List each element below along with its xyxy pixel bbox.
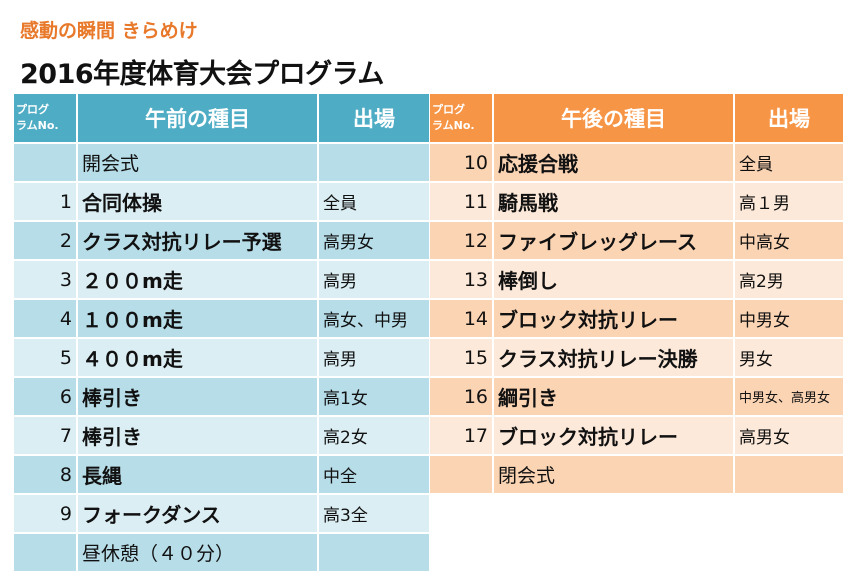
program-number: 9 (14, 495, 76, 532)
table-row: 昼休憩（４０分） (14, 534, 429, 571)
morning-events-header: 午前の種目 (78, 94, 317, 142)
participants: 男女 (735, 339, 843, 376)
event-name: ２００m走 (78, 261, 317, 298)
program-number: 16 (430, 378, 492, 415)
event-name: クラス対抗リレー決勝 (494, 339, 733, 376)
event-name: ブロック対抗リレー (494, 300, 733, 337)
program-number-header: プログ ラムNo. (14, 94, 76, 142)
table-row: 13 棒倒し 高2男 (430, 261, 843, 298)
event-name: 棒引き (78, 417, 317, 454)
program-number: 8 (14, 456, 76, 493)
program-number-header: プログ ラムNo. (430, 94, 492, 142)
participants: 高2男 (735, 261, 843, 298)
event-name: 応援合戦 (494, 144, 733, 181)
program-number: 10 (430, 144, 492, 181)
event-name: ファイブレッグレース (494, 222, 733, 259)
participants: 中全 (319, 456, 429, 493)
participants: 高女、中男 (319, 300, 429, 337)
participants-header: 出場 (319, 94, 429, 142)
participants (319, 144, 429, 181)
table-row: 10 応援合戦 全員 (430, 144, 843, 181)
program-number: 15 (430, 339, 492, 376)
table-row: 12 ファイブレッグレース 中高女 (430, 222, 843, 259)
event-name: 棒引き (78, 378, 317, 415)
participants: 全員 (319, 183, 429, 220)
program-number: 3 (14, 261, 76, 298)
program-number: 2 (14, 222, 76, 259)
participants: 高１男 (735, 183, 843, 220)
event-name: 棒倒し (494, 261, 733, 298)
participants: 高3全 (319, 495, 429, 532)
participants: 高男女 (735, 417, 843, 454)
program-number (14, 144, 76, 181)
table-row: 5 ４００m走 高男 (14, 339, 429, 376)
event-name: 開会式 (78, 144, 317, 181)
table-row: 1 合同体操 全員 (14, 183, 429, 220)
program-number: 12 (430, 222, 492, 259)
event-name: フォークダンス (78, 495, 317, 532)
program-number: 14 (430, 300, 492, 337)
event-name: ブロック対抗リレー (494, 417, 733, 454)
program-number: 17 (430, 417, 492, 454)
event-name: 長縄 (78, 456, 317, 493)
program-number: 7 (14, 417, 76, 454)
table-row: 3 ２００m走 高男 (14, 261, 429, 298)
event-name: 合同体操 (78, 183, 317, 220)
program-number: 5 (14, 339, 76, 376)
participants: 高男 (319, 261, 429, 298)
event-name: 綱引き (494, 378, 733, 415)
table-row: 15 クラス対抗リレー決勝 男女 (430, 339, 843, 376)
table-row: 11 騎馬戦 高１男 (430, 183, 843, 220)
participants (735, 456, 843, 493)
page-title: 2016年度体育大会プログラム (20, 59, 384, 90)
event-name: ４００m走 (78, 339, 317, 376)
table-row: 17 ブロック対抗リレー 高男女 (430, 417, 843, 454)
page-subtitle: 感動の瞬間 きらめけ (20, 20, 198, 42)
program-number: 1 (14, 183, 76, 220)
event-name: 閉会式 (494, 456, 733, 493)
event-name: １００m走 (78, 300, 317, 337)
table-row: 4 １００m走 高女、中男 (14, 300, 429, 337)
morning-program-table: プログ ラムNo. 午前の種目 出場 開会式 1 合同体操 全員 2 クラス対抗リレー予選高… (12, 92, 431, 573)
table-row: 6 棒引き 高1女 (14, 378, 429, 415)
afternoon-program-table: プログ ラムNo. 午後の種目 出場 10 応援合戦 全員 11 騎馬戦 高１男 12 ファイブ… (428, 92, 845, 495)
participants: 中高女 (735, 222, 843, 259)
table-row: 8 長縄 中全 (14, 456, 429, 493)
event-name: 昼休憩（４０分） (78, 534, 317, 571)
program-number: 11 (430, 183, 492, 220)
participants: 中男女 (735, 300, 843, 337)
participants: 中男女、高男女 (735, 378, 843, 415)
table-row: 9 フォークダンス 高3全 (14, 495, 429, 532)
program-number: 13 (430, 261, 492, 298)
participants: 高2女 (319, 417, 429, 454)
participants: 高男女 (319, 222, 429, 259)
participants: 高男 (319, 339, 429, 376)
program-number (430, 456, 492, 493)
participants: 高1女 (319, 378, 429, 415)
table-row: 閉会式 (430, 456, 843, 493)
participants-header: 出場 (735, 94, 843, 142)
table-row: 開会式 (14, 144, 429, 181)
participants (319, 534, 429, 571)
table-row: 14 ブロック対抗リレー 中男女 (430, 300, 843, 337)
morning-header-row: プログ ラムNo. 午前の種目 出場 (14, 94, 429, 142)
program-number (14, 534, 76, 571)
afternoon-header-row: プログ ラムNo. 午後の種目 出場 (430, 94, 843, 142)
program-number: 4 (14, 300, 76, 337)
participants: 全員 (735, 144, 843, 181)
program-number: 6 (14, 378, 76, 415)
event-name: 騎馬戦 (494, 183, 733, 220)
table-row: 2 クラス対抗リレー予選 高男女 (14, 222, 429, 259)
table-row: 16 綱引き 中男女、高男女 (430, 378, 843, 415)
event-name: クラス対抗リレー予選 (78, 222, 317, 259)
afternoon-events-header: 午後の種目 (494, 94, 733, 142)
table-row: 7 棒引き 高2女 (14, 417, 429, 454)
